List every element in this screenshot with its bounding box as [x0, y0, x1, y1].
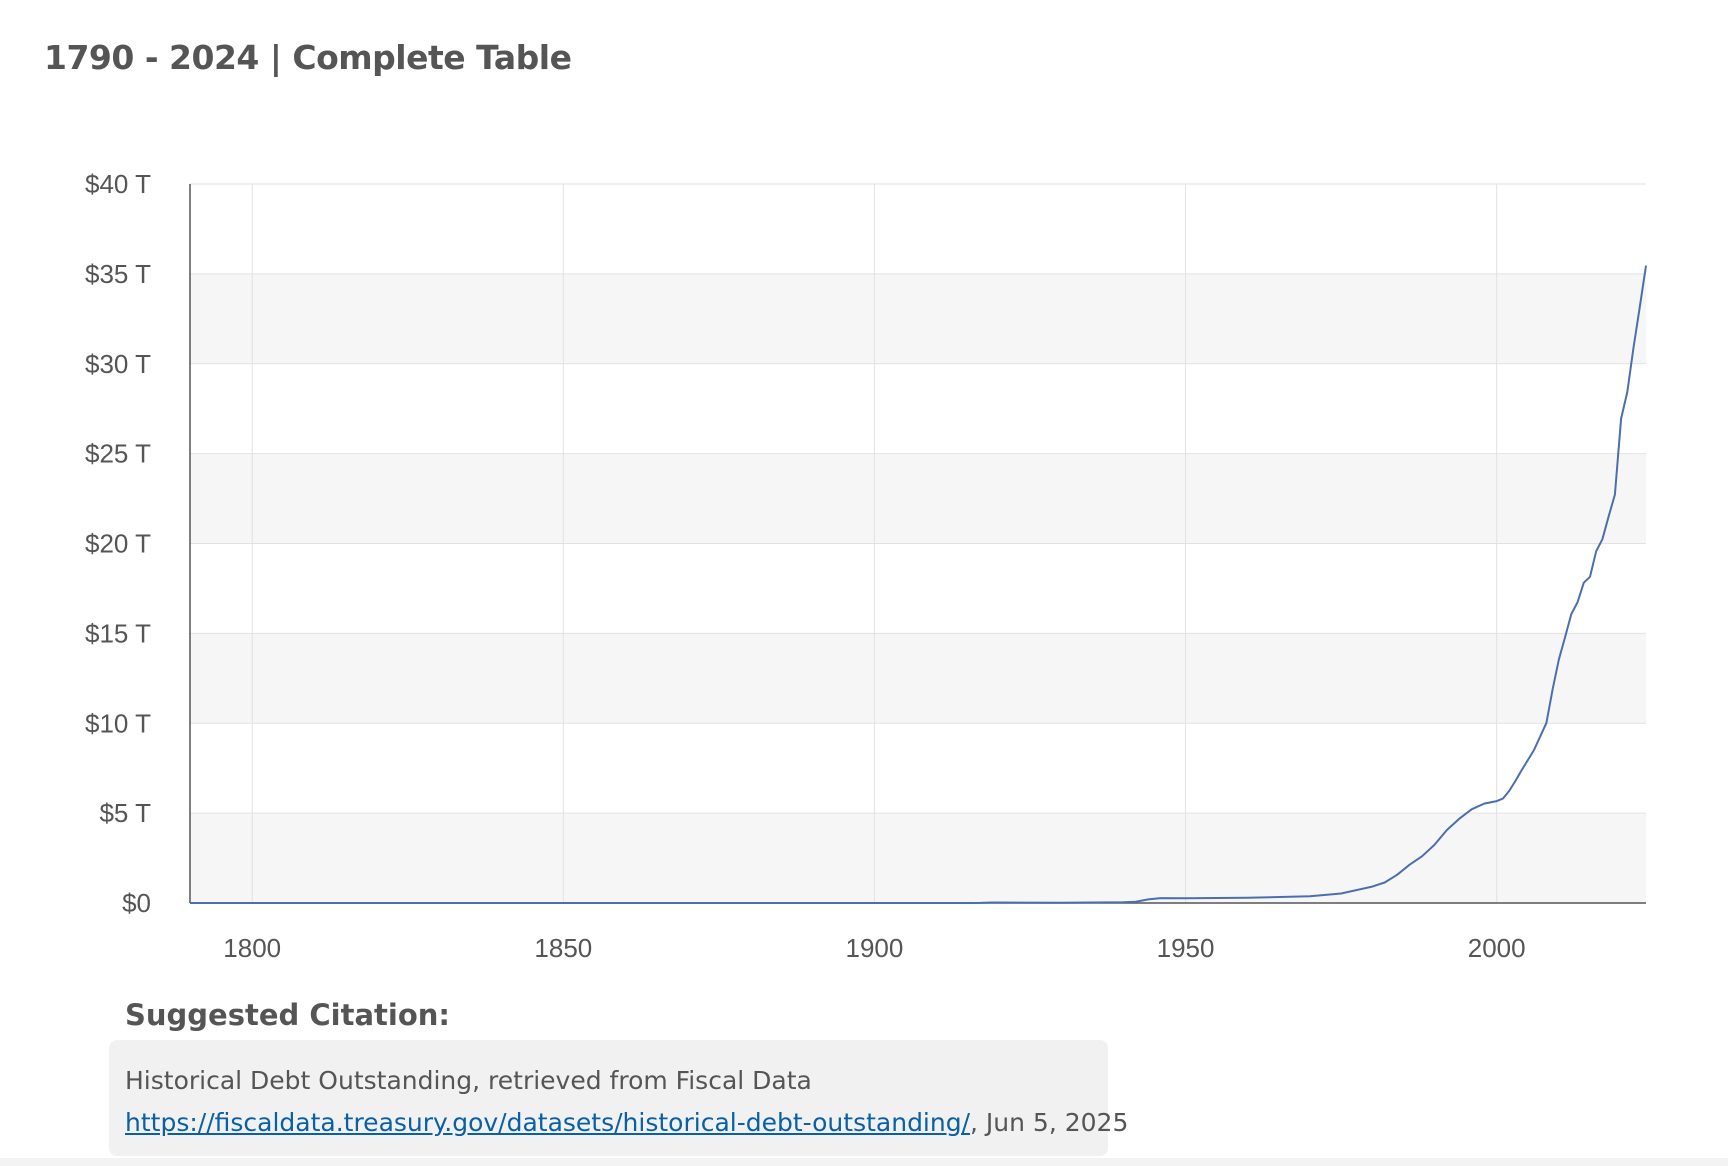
citation-heading: Suggested Citation: — [125, 998, 450, 1032]
chart-background-bands — [190, 273, 1646, 903]
y-tick-label-5: $5 T — [99, 798, 151, 828]
chart-series — [190, 265, 1647, 904]
citation-box: Historical Debt Outstanding, retrieved f… — [109, 1040, 1128, 1156]
y-tick-label-40: $40 T — [85, 169, 151, 199]
page-bottom-edge — [0, 1158, 1728, 1166]
x-tick-label-1900: 1900 — [846, 933, 904, 963]
page-title: 1790 - 2024 | Complete Table — [44, 38, 572, 77]
chart-gridlines — [190, 183, 1646, 903]
x-tick-label-1850: 1850 — [534, 933, 592, 963]
citation-source-text: Historical Debt Outstanding, retrieved f… — [125, 1066, 812, 1095]
x-axis-tick-labels: 1800 1850 1900 1950 2000 — [223, 933, 1525, 963]
y-tick-label-15: $15 T — [85, 618, 151, 648]
y-tick-label-10: $10 T — [85, 708, 151, 738]
debt-line-chart: $0 $5 T $10 T $15 T $20 T $25 T $30 T $35 T $40 … — [85, 169, 1647, 963]
band-10-15 — [190, 633, 1646, 724]
citation-link-line: https://fiscaldata.treasury.gov/datasets… — [125, 1102, 1128, 1144]
series-line-0 — [190, 265, 1647, 904]
y-axis-tick-labels: $0 $5 T $10 T $15 T $20 T $25 T $30 T $35 T $40 … — [85, 169, 151, 918]
y-tick-label-20: $20 T — [85, 529, 151, 559]
band-30-35 — [190, 273, 1646, 364]
y-tick-label-25: $25 T — [85, 439, 151, 469]
citation-link[interactable]: https://fiscaldata.treasury.gov/datasets… — [125, 1108, 971, 1137]
x-tick-label-1800: 1800 — [223, 933, 281, 963]
citation-date: , Jun 5, 2025 — [970, 1108, 1129, 1137]
x-tick-label-1950: 1950 — [1157, 933, 1215, 963]
x-tick-label-2000: 2000 — [1468, 933, 1526, 963]
band-0-5 — [190, 813, 1646, 903]
y-tick-label-0: $0 — [122, 888, 151, 918]
band-20-25 — [190, 453, 1646, 544]
y-tick-label-30: $30 T — [85, 349, 151, 379]
y-tick-label-35: $35 T — [85, 259, 151, 289]
